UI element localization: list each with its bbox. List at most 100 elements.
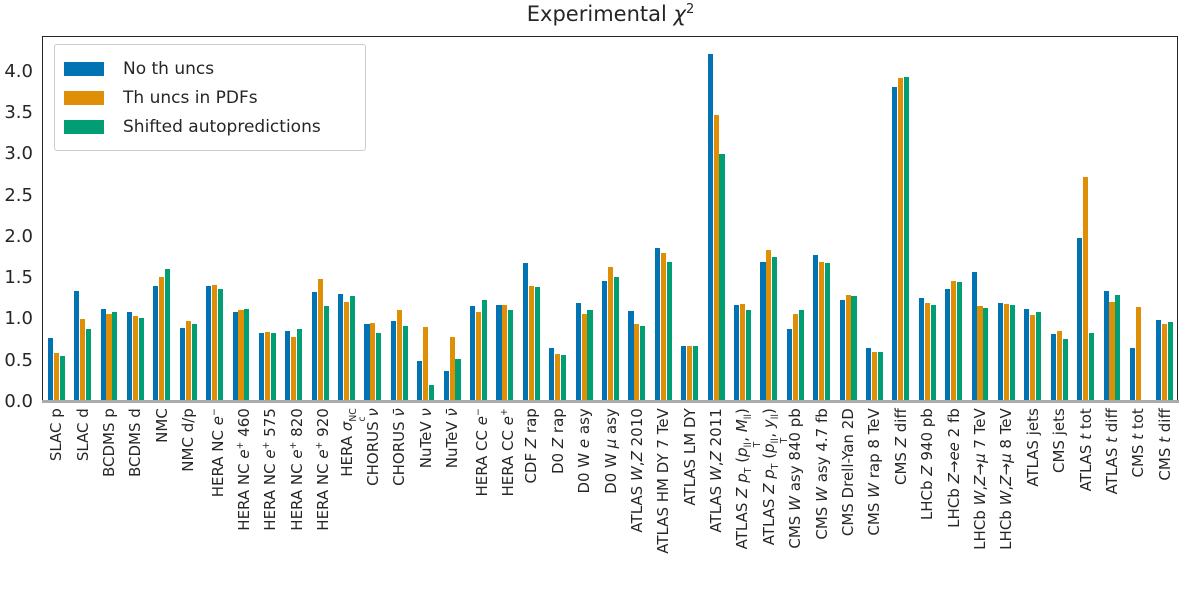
x-tick-label: SLAC d <box>73 407 92 461</box>
y-tick-label: 3.5 <box>4 101 33 123</box>
bar <box>100 308 106 402</box>
bar <box>429 384 435 402</box>
x-tick-label: NMC <box>152 407 171 443</box>
bar <box>470 306 476 402</box>
x-tick-label: HERA CC e+ <box>498 407 517 497</box>
bar <box>528 285 534 402</box>
bar <box>792 313 798 402</box>
x-tick-label: ATLAS t tot <box>1076 407 1095 492</box>
bar <box>1168 321 1174 402</box>
bar <box>1083 177 1089 402</box>
bar <box>323 306 329 402</box>
bar <box>522 263 528 402</box>
bar <box>370 322 376 402</box>
bar <box>47 337 53 402</box>
x-tick-label: HERA NC e+ 920 <box>313 407 332 531</box>
bar <box>496 305 502 402</box>
bar <box>1036 311 1042 402</box>
y-tick-label: 2.5 <box>4 184 33 206</box>
bar <box>59 355 65 402</box>
bar <box>423 326 429 402</box>
bar <box>364 324 370 402</box>
bar <box>343 302 350 402</box>
bar <box>607 266 614 402</box>
bar <box>502 304 508 402</box>
bar <box>285 330 291 402</box>
bar <box>945 288 951 402</box>
bar <box>819 261 825 402</box>
bar <box>417 360 423 402</box>
bar <box>1009 304 1015 402</box>
x-tick-label: LHCb W,Z→μ 8 TeV <box>997 407 1016 550</box>
axis-spine-top <box>42 36 1178 38</box>
bar <box>549 348 555 402</box>
bar <box>561 354 567 402</box>
x-tick-label: LHCb W,Z→μ 7 TeV <box>970 407 989 550</box>
bar <box>217 288 223 402</box>
bar <box>845 294 851 402</box>
bar <box>317 278 323 402</box>
x-tick-label: ATLAS LM DY <box>680 407 699 506</box>
bar <box>179 327 185 402</box>
bar <box>904 76 910 402</box>
bar <box>839 299 845 402</box>
bar <box>85 329 92 402</box>
bar <box>1003 303 1009 402</box>
bar <box>185 321 191 402</box>
bar <box>602 281 608 402</box>
bar <box>997 302 1004 402</box>
bar <box>1115 295 1121 402</box>
bar <box>813 255 819 402</box>
bar <box>956 282 963 402</box>
bar <box>402 326 408 402</box>
bar <box>581 313 587 402</box>
bar <box>713 114 719 402</box>
bar <box>138 317 144 402</box>
x-tick-label: CMS Drell-Yan 2D <box>838 407 857 536</box>
bar <box>396 309 402 402</box>
bar <box>786 329 792 402</box>
x-tick-label: CHORUS ν̄ <box>390 407 409 486</box>
x-tick-label: CMS W rap 8 TeV <box>865 407 884 536</box>
bar <box>1103 291 1109 402</box>
bar <box>126 311 133 402</box>
bar <box>264 331 270 402</box>
bar <box>206 286 212 402</box>
legend-item: Shifted autopredictions <box>64 112 357 141</box>
x-tick-label: HERA NC e+ 460 <box>234 407 253 531</box>
x-tick-label: BCDMS d <box>126 407 145 477</box>
legend-label: Shifted autopredictions <box>123 116 321 137</box>
y-tick-label: 2.0 <box>4 225 33 247</box>
x-tick-label: CDF Z rap <box>522 407 541 484</box>
bar <box>238 310 244 402</box>
x-tick-label: CMS t tot <box>1129 407 1148 478</box>
bar <box>74 291 80 402</box>
x-tick-label: HERA NC e+ 575 <box>261 407 280 531</box>
bar <box>851 296 857 402</box>
bar <box>1030 315 1036 402</box>
y-tick-label: 1.5 <box>4 267 33 289</box>
bar <box>443 370 449 402</box>
bar <box>707 54 713 402</box>
legend: No th uncs Th uncs in PDFs Shifted autopre… <box>54 44 366 151</box>
bar <box>106 314 112 402</box>
legend-item: No th uncs <box>64 54 357 83</box>
bar <box>871 352 877 402</box>
bar <box>376 332 382 402</box>
x-tick-label: HERA NC e+ 820 <box>287 407 306 531</box>
bar <box>798 310 804 402</box>
bar <box>766 250 772 402</box>
bar <box>1088 332 1095 402</box>
bar <box>53 353 59 402</box>
bar <box>1109 302 1115 402</box>
bar <box>112 311 118 402</box>
bar <box>555 354 561 402</box>
x-tick-label: NuTeV ν̄ <box>442 407 461 468</box>
legend-label: Th uncs in PDFs <box>123 87 258 108</box>
x-tick-label: ATLAS W,Z 2010 <box>627 407 646 533</box>
bar <box>654 248 660 402</box>
bar <box>232 311 238 402</box>
x-tick-label: ATLAS Z pT (p ll T, yll) <box>759 407 791 546</box>
bar <box>613 277 619 402</box>
